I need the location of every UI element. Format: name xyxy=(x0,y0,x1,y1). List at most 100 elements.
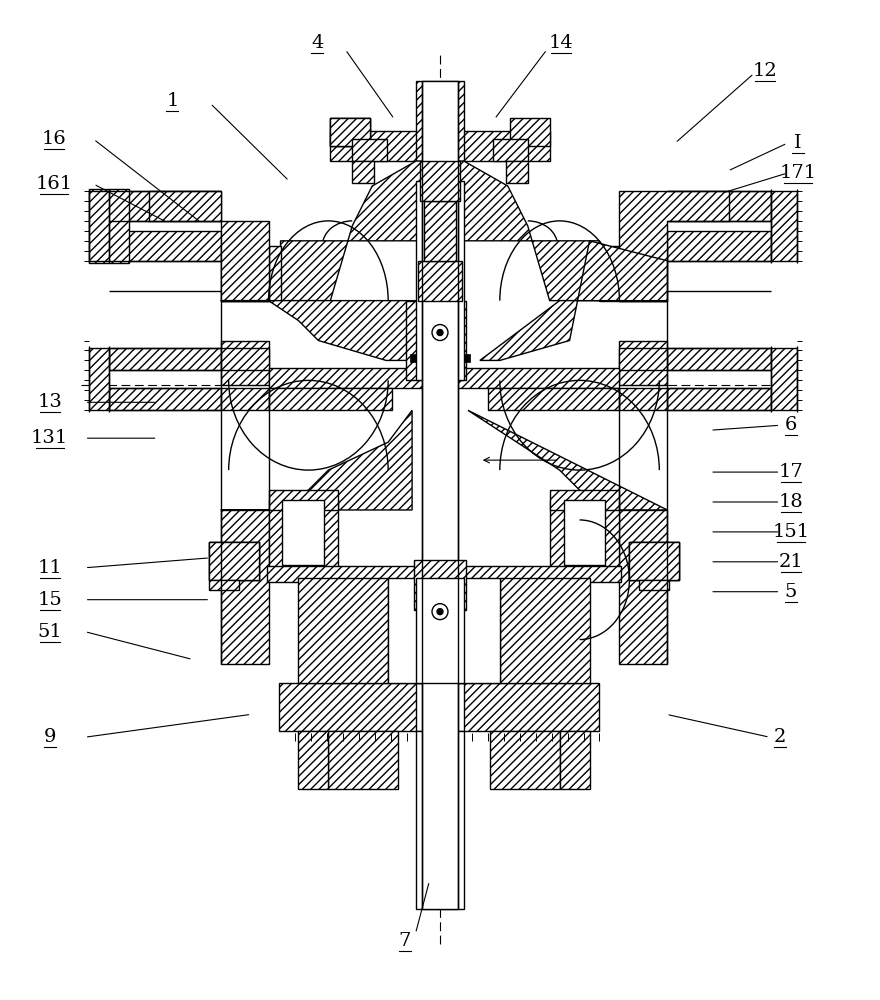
Text: 9: 9 xyxy=(43,728,56,746)
Bar xyxy=(268,500,338,580)
Polygon shape xyxy=(771,348,797,410)
Polygon shape xyxy=(221,246,268,301)
Bar xyxy=(416,683,464,731)
Circle shape xyxy=(437,330,443,336)
Text: 131: 131 xyxy=(31,429,69,447)
Polygon shape xyxy=(620,341,667,385)
Bar xyxy=(352,161,374,183)
Bar xyxy=(89,189,129,263)
Text: 5: 5 xyxy=(785,583,797,601)
Bar xyxy=(278,683,440,731)
Text: 151: 151 xyxy=(773,523,810,541)
Bar xyxy=(109,231,221,261)
Bar xyxy=(550,490,620,510)
Bar xyxy=(629,542,679,580)
Bar xyxy=(209,542,259,580)
Bar xyxy=(506,161,528,183)
Bar xyxy=(420,161,460,201)
Bar xyxy=(422,610,458,632)
Bar xyxy=(464,354,470,362)
Bar xyxy=(550,500,620,580)
Polygon shape xyxy=(268,388,392,410)
Polygon shape xyxy=(89,191,109,261)
Bar xyxy=(330,131,550,161)
Bar xyxy=(563,500,605,565)
Bar xyxy=(267,566,621,582)
Polygon shape xyxy=(281,161,599,301)
Bar xyxy=(493,139,528,161)
Bar xyxy=(416,731,464,909)
Polygon shape xyxy=(620,246,667,301)
Bar xyxy=(416,81,464,161)
Bar xyxy=(416,181,464,380)
Bar xyxy=(328,731,398,789)
Text: 4: 4 xyxy=(311,34,323,52)
Bar xyxy=(667,231,771,261)
Bar xyxy=(424,201,456,261)
Circle shape xyxy=(437,609,443,615)
Text: 7: 7 xyxy=(399,932,411,950)
Bar xyxy=(418,261,462,301)
Text: 12: 12 xyxy=(752,62,777,80)
Text: 171: 171 xyxy=(780,164,817,182)
Bar xyxy=(352,139,387,161)
Text: 1: 1 xyxy=(166,92,179,110)
Polygon shape xyxy=(89,348,109,410)
Bar xyxy=(510,118,550,146)
Bar xyxy=(268,490,338,510)
Bar xyxy=(620,510,667,664)
Polygon shape xyxy=(771,191,797,261)
Bar xyxy=(109,348,221,370)
Polygon shape xyxy=(221,341,268,385)
Text: I: I xyxy=(794,134,802,152)
Polygon shape xyxy=(620,191,730,301)
Text: 6: 6 xyxy=(785,416,797,434)
Bar xyxy=(430,632,450,652)
Text: 15: 15 xyxy=(37,591,62,609)
Polygon shape xyxy=(149,191,268,301)
Bar xyxy=(298,731,328,789)
Bar xyxy=(109,191,221,221)
Bar xyxy=(330,118,370,146)
Circle shape xyxy=(432,325,448,341)
Bar xyxy=(620,388,667,410)
Polygon shape xyxy=(221,246,281,301)
Bar xyxy=(330,118,370,146)
Bar xyxy=(209,542,259,580)
Bar xyxy=(629,542,679,580)
Bar xyxy=(442,683,599,731)
Bar xyxy=(209,580,238,590)
Polygon shape xyxy=(599,246,667,301)
Bar xyxy=(109,388,221,410)
Bar xyxy=(406,301,466,380)
Bar xyxy=(388,578,500,683)
Bar xyxy=(667,191,771,221)
Bar xyxy=(416,578,464,683)
Bar xyxy=(282,500,325,565)
Bar xyxy=(620,348,667,370)
Polygon shape xyxy=(221,410,412,510)
Bar xyxy=(221,388,268,410)
Polygon shape xyxy=(221,301,416,360)
Text: 18: 18 xyxy=(779,493,803,511)
Bar xyxy=(414,560,466,610)
Bar xyxy=(221,510,268,664)
Bar xyxy=(640,580,670,590)
Text: 14: 14 xyxy=(549,34,574,52)
Bar xyxy=(209,542,259,580)
Text: 51: 51 xyxy=(37,623,62,641)
Bar xyxy=(667,388,771,410)
Polygon shape xyxy=(468,410,667,510)
Text: 13: 13 xyxy=(37,393,62,411)
Bar xyxy=(500,578,590,683)
Circle shape xyxy=(432,604,448,620)
Bar xyxy=(298,578,388,683)
Bar xyxy=(330,118,370,146)
Bar xyxy=(422,81,458,909)
Bar xyxy=(268,368,620,388)
Bar xyxy=(410,354,416,362)
Bar xyxy=(490,731,560,789)
Text: 17: 17 xyxy=(779,463,803,481)
Text: 21: 21 xyxy=(779,553,803,571)
Bar xyxy=(221,348,268,370)
